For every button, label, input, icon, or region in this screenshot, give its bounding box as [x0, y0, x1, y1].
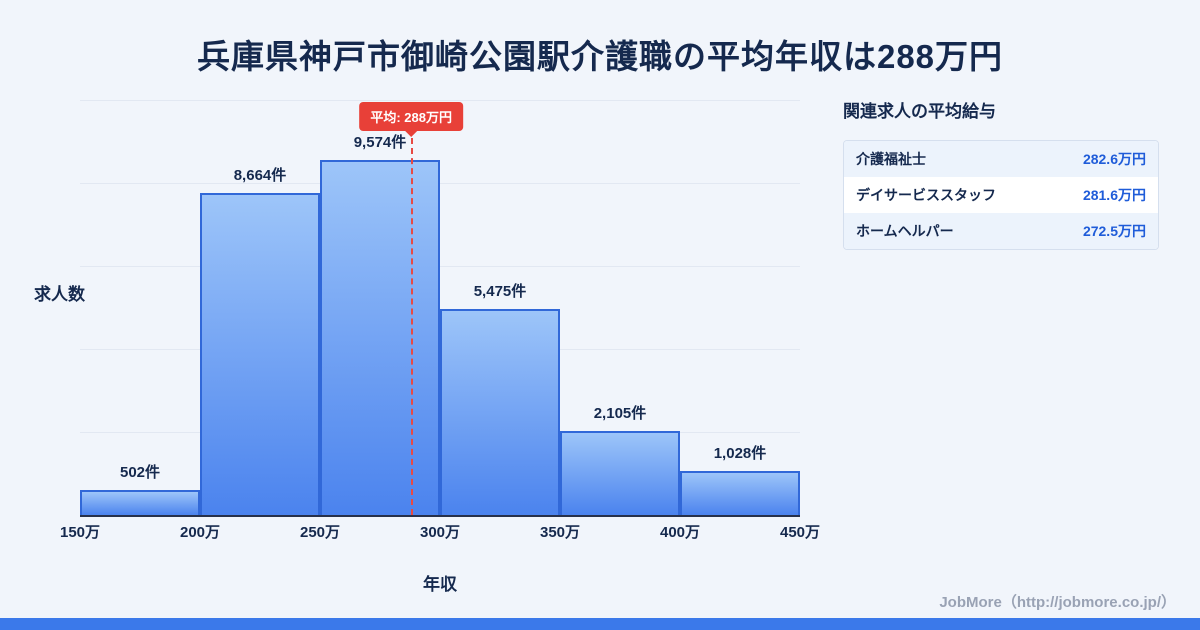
- page-title: 兵庫県神戸市御崎公園駅介護職の平均年収は288万円: [196, 38, 1004, 75]
- job-salary: 281.6万円: [1082, 187, 1146, 203]
- gridline: [80, 266, 800, 267]
- histogram-bar: [440, 309, 560, 515]
- bar-value-label: 8,664件: [233, 167, 287, 184]
- bar-value-label: 5,475件: [473, 283, 527, 300]
- bar-value-label: 9,574件: [353, 134, 407, 151]
- chart-plot-area: 502件 8,664件 9,574件 5,475件 2,105件 1,028件 平均: 28…: [60, 100, 820, 541]
- footer-credit: JobMore（http://jobmore.co.jp/）: [939, 594, 1176, 611]
- bar-value-label: 502件: [119, 464, 161, 481]
- job-salary: 272.5万円: [1082, 223, 1146, 239]
- x-axis-tick-label: 300万: [419, 524, 461, 541]
- job-salary: 282.6万円: [1082, 151, 1146, 167]
- x-axis-label: 年収: [423, 575, 457, 594]
- histogram-bar: [560, 431, 680, 515]
- x-axis-tick-label: 400万: [659, 524, 701, 541]
- average-badge: 平均: 288万円: [359, 102, 464, 131]
- y-axis-label: 求人数: [34, 285, 85, 304]
- histogram-bar: [320, 160, 440, 515]
- histogram-bar: [680, 471, 800, 515]
- related-jobs-table: 介護福祉士 282.6万円デイサービススタッフ 281.6万円ホームヘルパー 272.…: [843, 140, 1159, 250]
- job-name: 介護福祉士: [856, 151, 926, 167]
- x-axis-tick-label: 450万: [779, 524, 821, 541]
- related-job-row: ホームヘルパー 272.5万円: [844, 213, 1158, 249]
- x-axis-tick-label: 200万: [179, 524, 221, 541]
- job-name: デイサービススタッフ: [856, 187, 996, 203]
- histogram-bar: [80, 490, 200, 515]
- related-job-row: 介護福祉士 282.6万円: [844, 141, 1158, 177]
- gridline: [80, 100, 800, 101]
- bar-value-label: 1,028件: [713, 445, 767, 462]
- job-name: ホームヘルパー: [856, 223, 954, 239]
- related-job-row: デイサービススタッフ 281.6万円: [844, 177, 1158, 213]
- gridline: [80, 183, 800, 184]
- x-axis-tick-label: 150万: [59, 524, 101, 541]
- x-axis-tick-label: 250万: [299, 524, 341, 541]
- x-axis-tick-label: 350万: [539, 524, 581, 541]
- bottom-accent-bar: [0, 618, 1200, 630]
- histogram-bar: [200, 193, 320, 515]
- bar-value-label: 2,105件: [593, 405, 647, 422]
- average-line: [411, 128, 414, 515]
- related-jobs-heading: 関連求人の平均給与: [843, 102, 996, 121]
